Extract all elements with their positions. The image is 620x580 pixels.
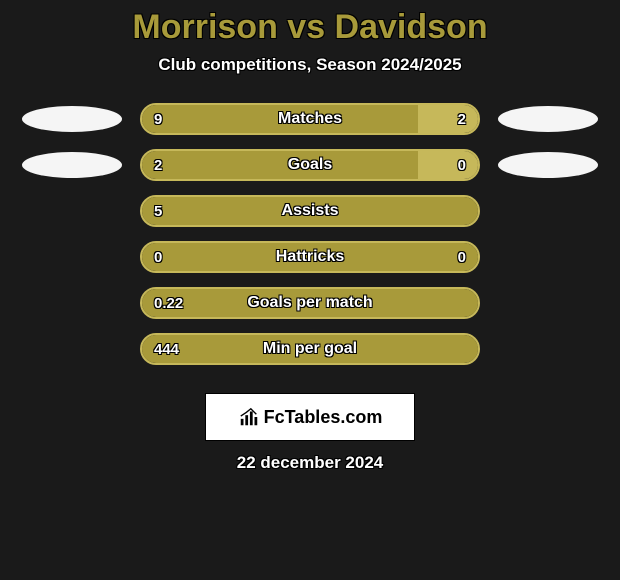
ellipse-blank	[498, 336, 598, 362]
bar-segment-right: 0	[418, 151, 478, 179]
stat-label: Hattricks	[276, 248, 344, 266]
stat-value-right: 0	[446, 249, 478, 266]
bar-segment-right: 2	[418, 105, 478, 133]
ellipse-blank	[22, 290, 122, 316]
stat-bar: 9 2 Matches	[140, 103, 480, 135]
stat-bar: 2 0 Goals	[140, 149, 480, 181]
stat-value-left: 5	[142, 203, 174, 220]
stat-value-right: 2	[446, 111, 478, 128]
player-ellipse-right	[498, 152, 598, 178]
stat-bar: 444 Min per goal	[140, 333, 480, 365]
stat-row: 0 0 Hattricks	[0, 241, 620, 273]
subtitle: Club competitions, Season 2024/2025	[0, 55, 620, 75]
bar-segment-left: 2	[142, 151, 418, 179]
stat-value-left: 444	[142, 341, 191, 358]
stat-bar: 0 0 Hattricks	[140, 241, 480, 273]
stat-value-left: 2	[142, 157, 174, 174]
stat-label: Matches	[278, 110, 342, 128]
chart-icon	[238, 406, 260, 428]
ellipse-blank	[498, 290, 598, 316]
logo-text: FcTables.com	[264, 407, 383, 428]
page-title: Morrison vs Davidson	[0, 8, 620, 47]
stat-value-left: 9	[142, 111, 174, 128]
player-ellipse-left	[22, 152, 122, 178]
stat-value-left: 0.22	[142, 295, 195, 312]
stat-label: Min per goal	[263, 340, 357, 358]
stat-label: Goals per match	[247, 294, 372, 312]
logo-box: FcTables.com	[205, 393, 415, 441]
ellipse-blank	[22, 244, 122, 270]
stat-bar: 0.22 Goals per match	[140, 287, 480, 319]
ellipse-blank	[22, 198, 122, 224]
stat-row: 2 0 Goals	[0, 149, 620, 181]
stat-row: 9 2 Matches	[0, 103, 620, 135]
player-ellipse-left	[22, 106, 122, 132]
date-label: 22 december 2024	[0, 453, 620, 473]
ellipse-blank	[22, 336, 122, 362]
stat-row: 444 Min per goal	[0, 333, 620, 365]
comparison-container: Morrison vs Davidson Club competitions, …	[0, 0, 620, 473]
stat-label: Assists	[282, 202, 339, 220]
player-ellipse-right	[498, 106, 598, 132]
stat-row: 5 Assists	[0, 195, 620, 227]
stat-value-left: 0	[142, 249, 174, 266]
ellipse-blank	[498, 198, 598, 224]
stat-bar: 5 Assists	[140, 195, 480, 227]
ellipse-blank	[498, 244, 598, 270]
stat-label: Goals	[288, 156, 332, 174]
stat-rows: 9 2 Matches 2 0 Goals 5 Assists 0 0 Hattricks 0.22 G…	[0, 103, 620, 365]
stat-value-right: 0	[446, 157, 478, 174]
stat-row: 0.22 Goals per match	[0, 287, 620, 319]
